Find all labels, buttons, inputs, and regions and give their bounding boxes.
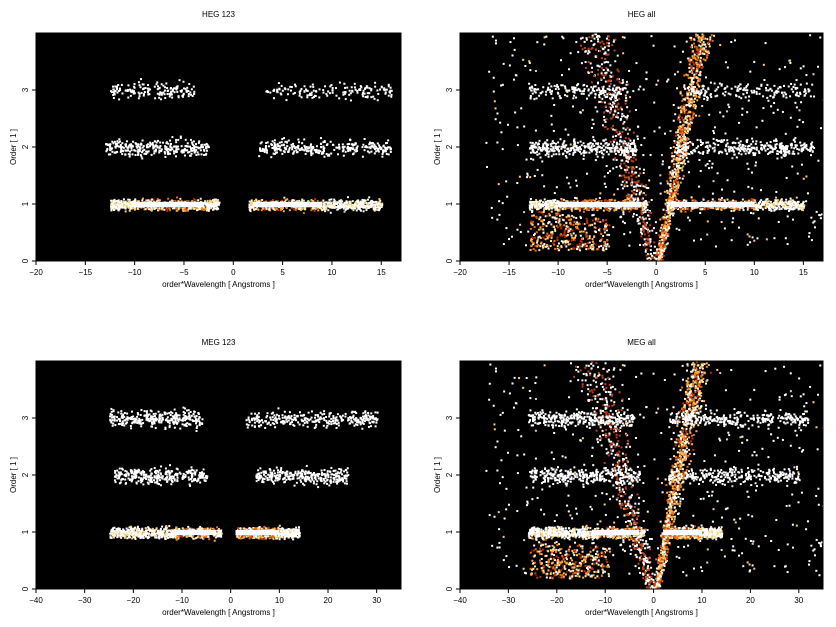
y-tick-label: 1 [21,529,30,534]
x-tick-label: 5 [280,268,285,277]
y-axis-label: Order [ 1 ] [433,457,442,493]
x-tick-label: −20 [550,596,564,605]
x-tick-label: 0 [651,596,656,605]
y-tick-label: 2 [445,472,454,477]
x-tick-label: −10 [598,596,612,605]
event-pixels [485,361,823,589]
y-tick-label: 2 [21,472,30,477]
x-axis-label: order*Wavelength [ Angstroms ] [162,608,275,617]
x-axis-label: order*Wavelength [ Angstroms ] [585,608,698,617]
x-tick-label: −5 [179,268,189,277]
chart-title: MEG 123 [202,338,236,347]
x-tick-label: 30 [794,596,803,605]
event-pixels [485,33,823,261]
x-tick-label: 10 [275,596,284,605]
y-axis-label: Order [ 1 ] [9,457,18,493]
y-tick-label: 3 [21,87,30,92]
x-tick-label: −30 [502,596,516,605]
x-tick-label: 0 [228,596,233,605]
order-1-core [670,202,755,207]
x-tick-label: 10 [750,268,759,277]
order-1-core [595,530,640,535]
order-1-core [235,530,280,535]
panel-4: −40 −30 −20 −10 0 10 20 30 0 1 2 3 MEG all order*Wave… [433,338,824,617]
x-tick-label: −20 [453,268,467,277]
x-tick-label: −10 [128,268,142,277]
x-tick-label: −40 [453,596,467,605]
y-tick-label: 2 [445,144,454,149]
panel-1: −20 −15 −10 −5 0 5 10 15 0 1 2 3 HEG 123 order*Wavele… [9,10,402,289]
x-tick-label: 0 [231,268,236,277]
x-tick-label: −15 [79,268,93,277]
y-tick-label: 0 [21,586,30,591]
y-tick-label: 0 [21,258,30,263]
order-1-core [663,530,702,535]
x-tick-label: 5 [703,268,708,277]
x-tick-label: −30 [78,596,92,605]
x-axis-label: order*Wavelength [ Angstroms ] [585,280,698,289]
x-tick-label: −40 [29,596,43,605]
panel-3: −40 −30 −20 −10 0 10 20 30 0 1 2 3 MEG 123 order*Wave… [9,338,402,617]
y-tick-label: 1 [21,201,30,206]
y-tick-label: 0 [445,586,454,591]
x-tick-label: 10 [327,268,336,277]
order-1-core [253,202,323,207]
x-tick-label: −10 [551,268,565,277]
y-tick-label: 3 [445,87,454,92]
x-tick-label: 15 [377,268,386,277]
x-tick-label: −5 [603,268,613,277]
chart-title: HEG 123 [202,10,235,19]
y-tick-label: 1 [445,529,454,534]
chart-title: MEG all [627,338,656,347]
x-tick-label: 10 [698,596,707,605]
x-tick-label: 15 [799,268,808,277]
panel-2: −20 −15 −10 −5 0 5 10 15 0 1 2 3 HEG all order*Wavele… [433,10,824,289]
x-axis-label: order*Wavelength [ Angstroms ] [162,280,275,289]
x-tick-label: −10 [175,596,189,605]
y-axis-label: Order [ 1 ] [9,129,18,165]
x-tick-label: 30 [372,596,381,605]
y-axis-label: Order [ 1 ] [433,129,442,165]
plot-area [36,361,401,589]
order-1-core [134,202,204,207]
x-tick-label: 20 [746,596,755,605]
order-1-core [558,202,642,207]
y-tick-label: 3 [21,415,30,420]
x-tick-label: −20 [127,596,141,605]
x-tick-label: −15 [502,268,516,277]
plot-area [36,33,401,261]
y-tick-label: 0 [445,258,454,263]
x-tick-label: −20 [29,268,43,277]
x-tick-label: 20 [324,596,333,605]
y-tick-label: 1 [445,201,454,206]
y-tick-label: 2 [21,144,30,149]
y-tick-label: 3 [445,415,454,420]
x-tick-label: 0 [654,268,659,277]
order-1-core [172,530,217,535]
event-pixels [109,406,379,542]
event-pixels [105,78,393,215]
chart-title: HEG all [628,10,656,19]
plot-area [460,33,823,261]
